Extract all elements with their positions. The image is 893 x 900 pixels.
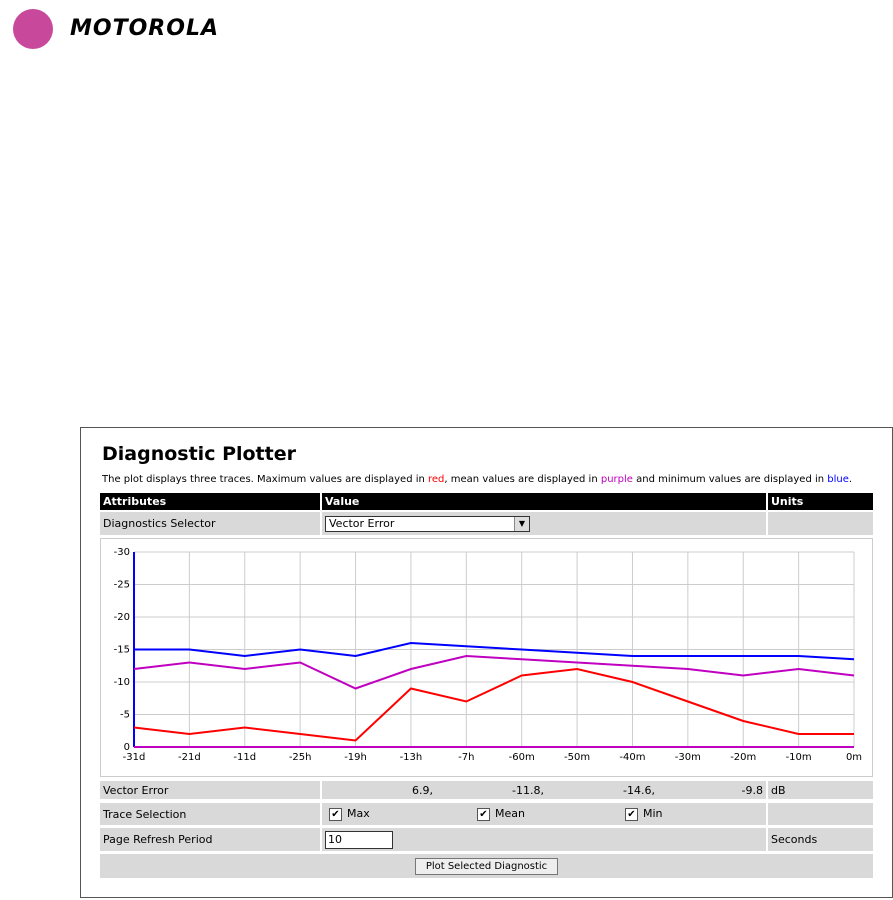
x-tick-label: -10m (786, 752, 812, 763)
cell: 6.9, -11.8, -14.6, -9.8 (322, 781, 766, 799)
x-tick-label: -11d (233, 752, 256, 763)
x-tick-label: -50m (564, 752, 590, 763)
trace-line (133, 667, 854, 742)
dropdown-arrow[interactable]: ▼ (514, 516, 529, 531)
text: The plot displays three traces. Maximum … (102, 474, 429, 485)
text: and minimum values are displayed in (632, 474, 828, 485)
y-tick-label: -20 (114, 612, 130, 623)
checkbox[interactable]: ✔ (477, 808, 490, 821)
brand: MOTOROLA (70, 16, 219, 41)
select-value: Vector Error (329, 516, 395, 530)
selector-row: Diagnostics Selector Vector Error ▼ (100, 512, 873, 535)
header-cell: Units (768, 493, 873, 510)
value: 6.9, (412, 783, 433, 797)
y-tick-label: -15 (114, 645, 130, 656)
x-tick-label: 0m (846, 752, 862, 763)
checkbox-label: Max (347, 807, 370, 820)
value: -11.8, (512, 783, 544, 797)
x-tick-label: -21d (178, 752, 201, 763)
label: Diagnostics Selector (100, 512, 320, 535)
checkbox-item[interactable]: ✔ Max (329, 807, 477, 821)
label: Trace Selection (100, 803, 320, 825)
text: . (848, 474, 853, 485)
x-tick-label: -7h (458, 752, 474, 763)
logo (13, 9, 53, 49)
text: blue (827, 474, 849, 485)
x-tick-label: -20m (730, 752, 756, 763)
trace-row: Trace Selection ✔ Max ✔ Mean ✔ Min (100, 803, 873, 825)
y-tick-label: -10 (114, 677, 130, 688)
text: red (428, 474, 445, 485)
text: purple (600, 474, 633, 485)
text-input[interactable]: 10 (325, 830, 393, 849)
cell: Vector Error ▼ (322, 512, 766, 535)
chart: -30 -25 -20 -15 -10 -5 0-31d -21d -11d -25h -19h -1… (100, 538, 873, 777)
x-tick-label: -31d (123, 752, 146, 763)
value: -9.8 (741, 783, 763, 797)
checkbox-item[interactable]: ✔ Min (625, 807, 663, 821)
refresh-row: Page Refresh Period 10 Seconds (100, 828, 873, 851)
x-tick-label: -25h (289, 752, 312, 763)
vector-error-row: Vector Error 6.9, -11.8, -14.6, -9.8 dB (100, 781, 873, 799)
unit: Seconds (768, 828, 873, 851)
trace-line (133, 654, 855, 690)
y-tick-label: -5 (120, 710, 130, 721)
y-tick-label: -30 (114, 547, 130, 558)
header-cell: Value (322, 493, 766, 510)
unit: dB (768, 781, 873, 799)
x-tick-label: -60m (509, 752, 535, 763)
checkbox[interactable]: ✔ (625, 808, 638, 821)
x-tick-label: -13h (400, 752, 423, 763)
x-tick-label: -30m (675, 752, 701, 763)
checkbox[interactable]: ✔ (329, 808, 342, 821)
label: Page Refresh Period (100, 828, 320, 851)
cell: ✔ Max ✔ Mean ✔ Min (322, 803, 766, 825)
plot-button[interactable]: Plot Selected Diagnostic (414, 857, 559, 875)
cell (768, 512, 873, 535)
label: Vector Error (100, 781, 320, 799)
x-tick-label: -40m (619, 752, 645, 763)
checkbox-label: Min (643, 807, 663, 820)
panel-title: Diagnostic Plotter (102, 443, 296, 465)
trace-line (134, 641, 855, 661)
y-tick-label: -25 (114, 580, 130, 591)
checkbox-item[interactable]: ✔ Mean (477, 807, 625, 821)
y-tick-label: 0 (124, 742, 130, 753)
value: -14.6, (623, 783, 655, 797)
description: The plot displays three traces. Maximum … (102, 474, 852, 485)
cell: 10 (322, 828, 766, 851)
header-cell: Attributes (100, 493, 320, 510)
table-header: Attributes Value Units (100, 493, 873, 510)
button-row: Plot Selected Diagnostic (100, 854, 873, 878)
x-tick-label: -19h (344, 752, 367, 763)
checkbox-label: Mean (495, 807, 525, 820)
text: , mean values are displayed in (444, 474, 601, 485)
select[interactable]: Vector Error ▼ (325, 515, 530, 532)
cell (768, 803, 873, 825)
